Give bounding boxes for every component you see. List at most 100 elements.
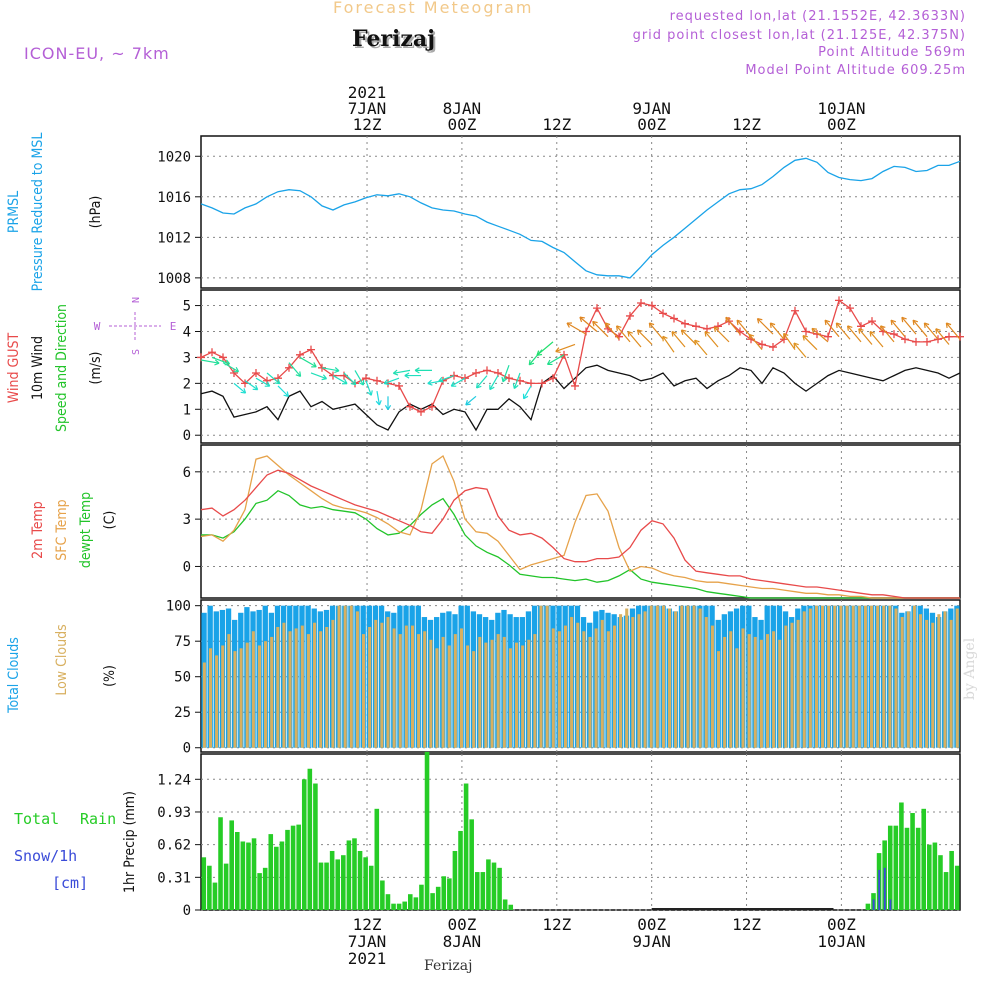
- wind-arrow-head: [680, 329, 687, 335]
- gust-marker: [626, 311, 634, 320]
- low-cloud-bar: [778, 639, 782, 748]
- wind-arrow: [648, 322, 664, 340]
- low-cloud-bar: [796, 619, 800, 748]
- top-time-label: 2021: [348, 83, 387, 102]
- wind-ytick-label: 4: [183, 324, 191, 340]
- low-cloud-bar: [288, 631, 292, 748]
- low-cloud-bar: [527, 639, 531, 748]
- low-cloud-bar: [888, 605, 892, 748]
- gust-marker: [758, 340, 766, 349]
- gust-marker: [274, 374, 282, 383]
- wind-arrow-head: [592, 320, 598, 327]
- wind-arrow-head: [662, 335, 668, 342]
- rain-bar: [257, 873, 262, 910]
- wind-arrow: [604, 322, 620, 340]
- rain-bar: [380, 880, 385, 910]
- wind-arrow: [736, 319, 752, 338]
- precip-ytick-label: 0.62: [157, 838, 191, 854]
- low-cloud-bar: [215, 655, 219, 748]
- precip-snow-label: Snow/1h: [14, 847, 77, 865]
- wind-ytick-label: 0: [183, 428, 191, 444]
- wind-arrow: [310, 372, 327, 380]
- wind-arrow-head: [736, 319, 743, 326]
- gust-marker: [472, 368, 480, 377]
- wind-arrow: [869, 331, 884, 348]
- low-cloud-bar: [515, 642, 519, 748]
- low-cloud-bar: [257, 645, 261, 748]
- low-cloud-bar: [851, 605, 855, 748]
- rain-bar: [329, 850, 335, 910]
- sfc-label-0: SFC Temp: [54, 499, 70, 560]
- pressure-ytick-label: 1012: [157, 230, 191, 246]
- wind-arrow: [547, 354, 565, 365]
- sfc-temp-line: [200, 455, 960, 599]
- clouds-ytick-label: 100: [166, 599, 191, 615]
- low-cloud-bar: [325, 626, 329, 748]
- wind-arrow: [769, 322, 785, 340]
- gust-marker: [208, 348, 216, 357]
- wind-arrow: [835, 322, 851, 340]
- low-cloud-bar: [882, 605, 886, 748]
- precip-total-label: Total: [14, 810, 59, 828]
- wind-arrow-head: [358, 380, 365, 386]
- low-cloud-bar: [845, 605, 849, 748]
- top-time-label: 00Z: [827, 115, 856, 134]
- pressure-ytick-label: 1020: [157, 149, 191, 165]
- precip-cm-label: [cm]: [52, 874, 88, 892]
- bottom-time-label: 2021: [348, 949, 387, 968]
- wind-arrow: [244, 380, 259, 391]
- wind-arrow: [465, 395, 477, 406]
- low-cloud-bar: [306, 634, 310, 748]
- rain-bar: [246, 842, 251, 910]
- wind-arrow: [200, 359, 220, 364]
- wind-arrow-head: [334, 367, 340, 374]
- wind-arrow-head: [769, 322, 776, 329]
- low-cloud-bar: [245, 642, 249, 748]
- wind-ytick-label: 2: [183, 376, 191, 392]
- gust-marker: [791, 306, 799, 315]
- wind-arrow: [616, 325, 631, 343]
- low-cloud-bar: [398, 634, 402, 748]
- low-cloud-bar: [870, 605, 874, 748]
- wind-arrow: [266, 372, 281, 385]
- low-cloud-bar: [478, 636, 482, 748]
- bottom-time-label: 10JAN: [817, 932, 865, 951]
- low-cloud-bar: [600, 619, 604, 748]
- low-cloud-bar: [857, 605, 861, 748]
- low-cloud-bar: [294, 628, 298, 748]
- top-time-label: 00Z: [637, 115, 666, 134]
- rain-bar: [240, 841, 246, 910]
- gust-marker: [912, 337, 920, 346]
- gust-marker: [549, 374, 557, 383]
- low-cloud-bar: [386, 617, 390, 748]
- clouds-ytick-label: 0: [183, 741, 191, 757]
- low-cloud-bar: [300, 625, 304, 748]
- low-cloud-bar: [270, 636, 274, 748]
- clouds-ytick-label: 25: [174, 705, 191, 721]
- wind-arrow-head: [579, 316, 585, 323]
- wind-arrow: [523, 385, 532, 400]
- wind-arrow-head: [858, 328, 864, 334]
- wind-arrow-head: [392, 369, 399, 376]
- low-cloud-bar: [814, 605, 818, 748]
- low-cloud-bar: [906, 611, 910, 748]
- low-cloud-bar: [264, 641, 268, 748]
- low-cloud-bar: [508, 648, 512, 748]
- gust-marker: [769, 343, 777, 352]
- low-cloud-bar: [723, 636, 727, 748]
- wind-arrow: [847, 325, 862, 343]
- rain-bar: [234, 832, 240, 910]
- gust-marker: [263, 376, 271, 385]
- wind-arrow: [945, 322, 961, 340]
- wind-arrow: [824, 319, 840, 338]
- wind-arrow: [858, 328, 873, 345]
- low-cloud-bar: [710, 625, 714, 748]
- bottom-time-label: 12Z: [353, 915, 382, 934]
- top-time-label: 12Z: [732, 115, 761, 134]
- rain-bar: [949, 850, 954, 910]
- wind-arrow-head: [367, 390, 373, 396]
- wind-arrow: [277, 385, 289, 397]
- low-cloud-bar: [502, 636, 506, 748]
- wind-arrow-head: [793, 342, 799, 349]
- gust-marker: [824, 332, 832, 341]
